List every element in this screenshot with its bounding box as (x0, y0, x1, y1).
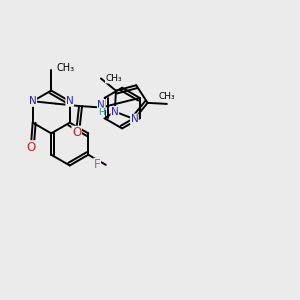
Text: CH₃: CH₃ (57, 63, 75, 73)
Text: N: N (130, 114, 138, 124)
Text: N: N (66, 96, 74, 106)
Text: CH₃: CH₃ (159, 92, 175, 101)
Text: N: N (29, 96, 37, 106)
Text: N: N (98, 100, 105, 110)
Text: F: F (94, 158, 101, 171)
Text: CH₃: CH₃ (105, 74, 122, 83)
Text: N: N (111, 106, 119, 117)
Text: O: O (72, 126, 81, 139)
Text: O: O (27, 141, 36, 154)
Text: H: H (98, 108, 105, 117)
